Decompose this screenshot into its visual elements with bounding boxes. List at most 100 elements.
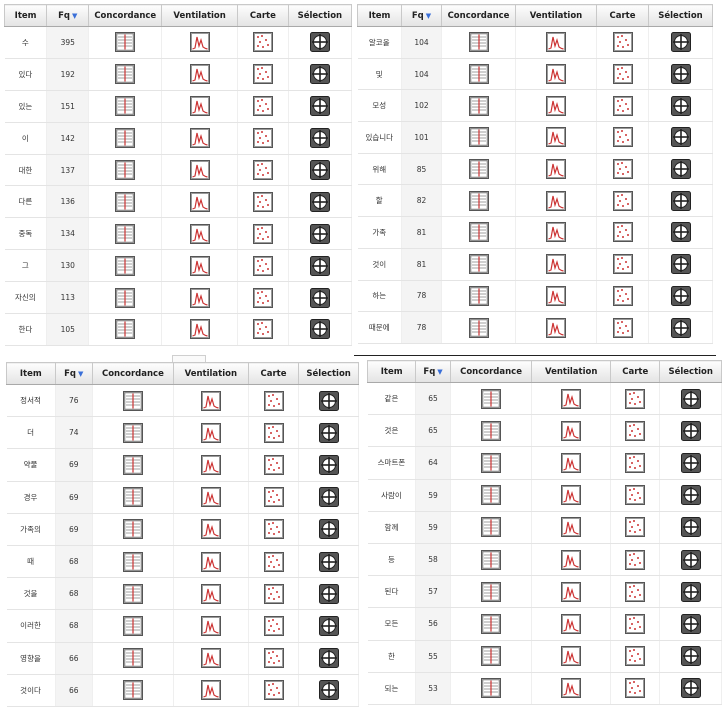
column-header-fq[interactable]: Fq ▼ — [46, 4, 90, 27]
ventilation-icon[interactable] — [546, 159, 566, 180]
column-header-selection[interactable]: Sélection — [298, 362, 359, 385]
concordance-icon[interactable] — [115, 287, 136, 308]
ventilation-icon[interactable] — [189, 32, 210, 53]
concordance-icon[interactable] — [122, 583, 143, 604]
ventilation-icon[interactable] — [546, 64, 566, 85]
selection-crosshair-icon[interactable] — [680, 613, 701, 634]
column-header-carte[interactable]: Carte — [247, 362, 300, 385]
carte-map-icon[interactable] — [612, 127, 633, 148]
selection-crosshair-icon[interactable] — [670, 254, 691, 275]
carte-map-icon[interactable] — [612, 285, 633, 306]
selection-crosshair-icon[interactable] — [309, 223, 330, 244]
concordance-icon[interactable] — [115, 64, 136, 85]
concordance-icon[interactable] — [468, 254, 489, 275]
carte-map-icon[interactable] — [612, 254, 633, 275]
carte-map-icon[interactable] — [625, 613, 646, 634]
carte-map-icon[interactable] — [263, 454, 284, 475]
concordance-icon[interactable] — [481, 678, 502, 699]
selection-crosshair-icon[interactable] — [318, 680, 339, 701]
concordance-icon[interactable] — [481, 581, 502, 602]
column-header-item[interactable]: Item — [6, 362, 56, 385]
carte-map-icon[interactable] — [625, 388, 646, 409]
concordance-icon[interactable] — [122, 680, 143, 701]
ventilation-icon[interactable] — [561, 646, 582, 667]
ventilation-icon[interactable] — [189, 255, 210, 276]
selection-crosshair-icon[interactable] — [670, 127, 691, 148]
selection-crosshair-icon[interactable] — [670, 285, 691, 306]
ventilation-icon[interactable] — [189, 128, 210, 149]
ventilation-icon[interactable] — [561, 452, 582, 473]
ventilation-icon[interactable] — [561, 420, 582, 441]
ventilation-icon[interactable] — [189, 319, 210, 340]
column-header-ventilation[interactable]: Ventilation — [172, 362, 249, 385]
carte-map-icon[interactable] — [625, 420, 646, 441]
selection-crosshair-icon[interactable] — [318, 615, 339, 636]
column-header-selection[interactable]: Sélection — [287, 4, 353, 27]
ventilation-icon[interactable] — [561, 581, 582, 602]
carte-map-icon[interactable] — [625, 678, 646, 699]
carte-map-icon[interactable] — [612, 64, 633, 85]
carte-map-icon[interactable] — [263, 615, 284, 636]
carte-map-icon[interactable] — [263, 583, 284, 604]
selection-crosshair-icon[interactable] — [309, 287, 330, 308]
ventilation-icon[interactable] — [189, 191, 210, 212]
ventilation-icon[interactable] — [546, 127, 566, 148]
carte-map-icon[interactable] — [612, 95, 633, 116]
ventilation-icon[interactable] — [189, 160, 210, 180]
ventilation-icon[interactable] — [200, 648, 221, 669]
carte-map-icon[interactable] — [612, 159, 633, 180]
selection-crosshair-icon[interactable] — [309, 96, 330, 117]
selection-crosshair-icon[interactable] — [318, 422, 339, 443]
concordance-icon[interactable] — [468, 190, 489, 211]
ventilation-icon[interactable] — [561, 678, 582, 699]
column-header-concordance[interactable]: Concordance — [449, 360, 533, 383]
carte-map-icon[interactable] — [252, 255, 273, 276]
column-header-ventilation[interactable]: Ventilation — [161, 4, 239, 27]
concordance-icon[interactable] — [122, 551, 143, 572]
column-header-concordance[interactable]: Concordance — [441, 4, 516, 27]
column-header-concordance[interactable]: Concordance — [91, 362, 174, 385]
concordance-icon[interactable] — [115, 96, 136, 117]
carte-map-icon[interactable] — [252, 287, 273, 308]
selection-crosshair-icon[interactable] — [309, 319, 330, 340]
concordance-icon[interactable] — [115, 32, 136, 53]
concordance-icon[interactable] — [481, 646, 502, 667]
carte-map-icon[interactable] — [252, 160, 273, 180]
carte-map-icon[interactable] — [252, 96, 273, 117]
ventilation-icon[interactable] — [546, 190, 566, 211]
concordance-icon[interactable] — [122, 487, 143, 508]
concordance-icon[interactable] — [468, 285, 489, 306]
concordance-icon[interactable] — [481, 549, 502, 570]
ventilation-icon[interactable] — [546, 254, 566, 275]
carte-map-icon[interactable] — [625, 549, 646, 570]
selection-crosshair-icon[interactable] — [680, 678, 701, 699]
selection-crosshair-icon[interactable] — [670, 222, 691, 243]
carte-map-icon[interactable] — [625, 646, 646, 667]
concordance-icon[interactable] — [468, 95, 489, 116]
concordance-icon[interactable] — [115, 319, 136, 340]
selection-crosshair-icon[interactable] — [318, 390, 339, 411]
concordance-icon[interactable] — [115, 128, 136, 149]
concordance-icon[interactable] — [115, 255, 136, 276]
concordance-icon[interactable] — [481, 613, 502, 634]
concordance-icon[interactable] — [122, 454, 143, 475]
carte-map-icon[interactable] — [612, 32, 633, 53]
concordance-icon[interactable] — [122, 519, 143, 540]
ventilation-icon[interactable] — [200, 422, 221, 443]
column-header-selection[interactable]: Sélection — [648, 4, 713, 27]
carte-map-icon[interactable] — [252, 191, 273, 212]
sort-descending-icon[interactable]: ▼ — [437, 367, 443, 376]
selection-crosshair-icon[interactable] — [309, 64, 330, 85]
selection-crosshair-icon[interactable] — [309, 128, 330, 149]
carte-map-icon[interactable] — [625, 485, 646, 506]
selection-crosshair-icon[interactable] — [318, 648, 339, 669]
selection-crosshair-icon[interactable] — [309, 32, 330, 53]
selection-crosshair-icon[interactable] — [670, 32, 691, 53]
concordance-icon[interactable] — [468, 317, 489, 338]
ventilation-icon[interactable] — [546, 317, 566, 338]
concordance-icon[interactable] — [481, 485, 502, 506]
column-header-carte[interactable]: Carte — [596, 4, 649, 27]
selection-crosshair-icon[interactable] — [670, 64, 691, 85]
column-header-fq[interactable]: Fq ▼ — [401, 4, 442, 27]
selection-crosshair-icon[interactable] — [680, 485, 701, 506]
